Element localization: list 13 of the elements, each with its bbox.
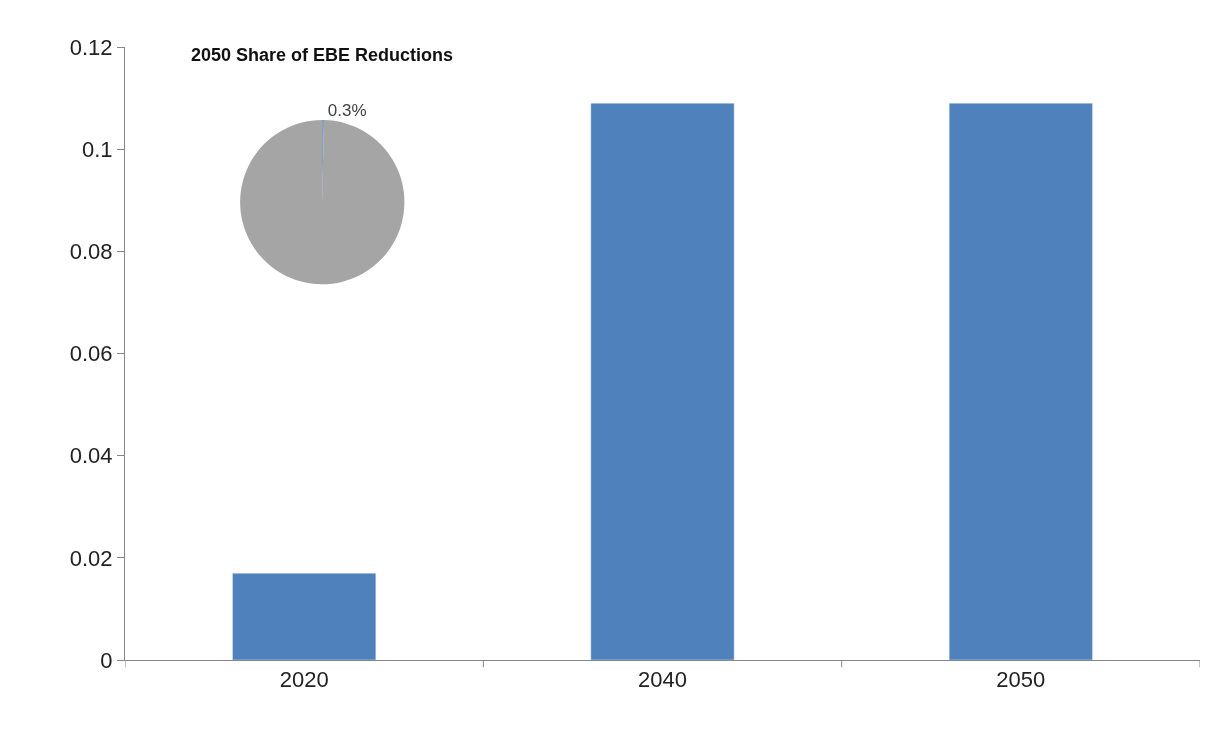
y-tick-label: 0.06 xyxy=(69,341,113,367)
y-tick-label: 0.12 xyxy=(69,34,113,60)
x-tick-label: 2020 xyxy=(279,667,329,693)
x-tick-label: 2040 xyxy=(638,667,687,693)
x-tick-label: 2050 xyxy=(996,667,1046,693)
chart-title: 2050 Share of EBE Reductions xyxy=(191,45,454,65)
y-tick-label: 0.04 xyxy=(69,443,113,469)
data-label: 0.3% xyxy=(327,100,367,120)
y-tick-label: 0.02 xyxy=(69,545,113,571)
y-tick-label: 0.08 xyxy=(69,239,113,265)
pie-slice xyxy=(240,119,405,285)
y-tick-label: 0 xyxy=(100,647,113,673)
y-tick-label: 0.1 xyxy=(82,136,113,162)
